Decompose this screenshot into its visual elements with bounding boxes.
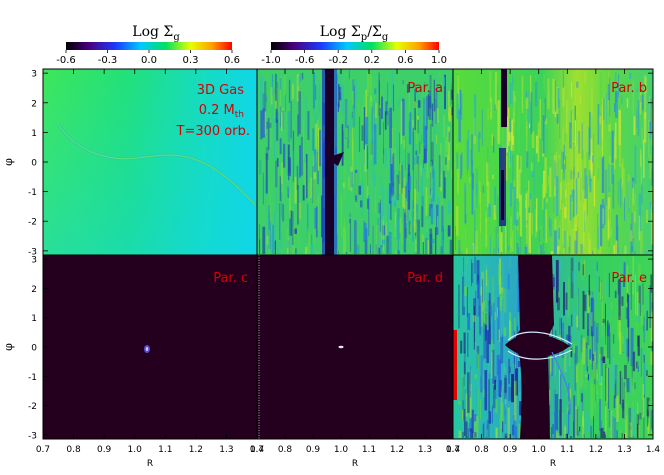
x-tick-label: 1.1 bbox=[362, 445, 376, 455]
panel-b-label: Par. b bbox=[611, 81, 647, 96]
y-tick-label: -1 bbox=[28, 373, 37, 383]
y-tick-label: 1 bbox=[31, 129, 37, 139]
panel-a-label: Par. a bbox=[407, 81, 443, 96]
colorbar-gas-tick-label: 0.3 bbox=[183, 55, 199, 66]
panel-gas-label-3: T=300 orb. bbox=[176, 124, 250, 139]
colorbar-gas-tick-label: 0.6 bbox=[224, 55, 240, 66]
panel-gas-label-2: 0.2 Mth bbox=[199, 103, 244, 120]
colorbar-dust-tick-label: -0.2 bbox=[328, 55, 348, 66]
x-tick-label: 0.9 bbox=[97, 445, 112, 455]
y-tick-label: 3 bbox=[31, 70, 37, 80]
colorbar-dust: Log Σp/Σg -1.0 -0.6 -0.2 0.2 0.6 1.0 bbox=[261, 24, 447, 66]
y-tick-label: -2 bbox=[28, 402, 37, 412]
colorbar-dust-tick-label: -1.0 bbox=[261, 55, 281, 66]
x-tick-label: 0.9 bbox=[306, 445, 321, 455]
x-tick-label: 1.2 bbox=[589, 445, 603, 455]
x-tick-label: 1.0 bbox=[532, 445, 547, 455]
colorbar-dust-ticks: -1.0 -0.6 -0.2 0.2 0.6 1.0 bbox=[261, 50, 447, 66]
y-tick-label: 1 bbox=[31, 314, 37, 324]
colorbar-gas-ticks: -0.6 -0.3 0.0 0.3 0.6 bbox=[56, 50, 240, 66]
x-tick-label: 1.3 bbox=[617, 445, 631, 455]
x-tick-label: 0.7 bbox=[36, 445, 50, 455]
colorbar-gas-tick-label: 0.0 bbox=[141, 55, 157, 66]
x-tick-label: 1.3 bbox=[219, 445, 233, 455]
x-tick-label: 1.0 bbox=[334, 445, 349, 455]
y-tick-label: 2 bbox=[31, 285, 37, 295]
x-tick-label: 1.4 bbox=[446, 445, 461, 455]
x-tick-label: 0.7 bbox=[446, 445, 460, 455]
colorbar-dust-tick-label: 0.2 bbox=[364, 55, 380, 66]
colorbar-gas-title: Log Σg bbox=[132, 24, 180, 43]
x-axis-label-c: R bbox=[147, 459, 153, 469]
y-tick-label: 2 bbox=[31, 99, 37, 109]
panel-a: Par. a bbox=[257, 69, 453, 255]
y-tick-label: 0 bbox=[31, 159, 37, 169]
x-tick-label: 0.8 bbox=[474, 445, 489, 455]
panel-borders bbox=[42, 68, 654, 440]
colorbar-dust-title: Log Σp/Σg bbox=[320, 24, 389, 43]
colorbar-gas: Log Σg -0.6 -0.3 0.0 0.3 0.6 bbox=[56, 24, 240, 66]
x-tick-label: 1.1 bbox=[158, 445, 172, 455]
x-axis-label-d: R bbox=[352, 459, 358, 469]
x-tick-label: 1.4 bbox=[646, 445, 661, 455]
panel-d: Par. d bbox=[257, 255, 453, 439]
x-tick-label: 0.9 bbox=[503, 445, 518, 455]
x-tick-label: 1.4 bbox=[250, 445, 265, 455]
y-axis-label-top: φ bbox=[2, 158, 15, 166]
x-tick-label: 0.7 bbox=[250, 445, 264, 455]
x-tick-label: 0.8 bbox=[278, 445, 293, 455]
y-tick-label: 0 bbox=[31, 344, 37, 354]
panel-d-label: Par. d bbox=[407, 271, 443, 286]
y-tick-label: -2 bbox=[28, 218, 37, 228]
x-axis-label-e: R bbox=[550, 459, 556, 469]
colorbar-dust-tick-label: 1.0 bbox=[431, 55, 447, 66]
colorbar-dust-tick-label: 0.6 bbox=[397, 55, 413, 66]
y-tick-label: -3 bbox=[28, 247, 37, 257]
panel-b: Par. b bbox=[453, 69, 654, 255]
x-tick-labels: 0.7 0.8 0.9 1.0 1.1 1.2 1.3 1.40.7 0.8 0.9 1.0 1.1 1… bbox=[36, 445, 661, 455]
x-tick-label: 1.2 bbox=[189, 445, 203, 455]
colorbar-dust-tick-label: -0.6 bbox=[295, 55, 315, 66]
colorbar-gas-tick-label: -0.6 bbox=[56, 55, 76, 66]
x-tick-label: 1.2 bbox=[390, 445, 404, 455]
panel-c-label: Par. c bbox=[213, 271, 248, 286]
colorbar-gas-tick-label: -0.3 bbox=[98, 55, 118, 66]
y-axis-label-bottom: φ bbox=[2, 343, 15, 351]
x-tick-label: 0.8 bbox=[66, 445, 81, 455]
y-tick-label: -1 bbox=[28, 188, 37, 198]
x-tick-label: 1.3 bbox=[418, 445, 432, 455]
x-tick-label: 1.0 bbox=[128, 445, 143, 455]
axis-ticks bbox=[42, 69, 654, 439]
panel-e-label: Par. e bbox=[611, 271, 647, 286]
panel-gas-label-1: 3D Gas bbox=[197, 83, 244, 98]
y-tick-label: -3 bbox=[28, 431, 37, 441]
y-tick-label: 3 bbox=[31, 256, 37, 266]
colorbar-dust-scale bbox=[271, 42, 439, 50]
panel-gas: 3D Gas 0.2 Mth T=300 orb. bbox=[43, 69, 257, 255]
panel-e: Par. e bbox=[453, 255, 654, 439]
x-tick-label: 1.1 bbox=[560, 445, 574, 455]
panel-c: Par. c bbox=[43, 255, 257, 439]
colorbar-gas-scale bbox=[66, 42, 232, 50]
